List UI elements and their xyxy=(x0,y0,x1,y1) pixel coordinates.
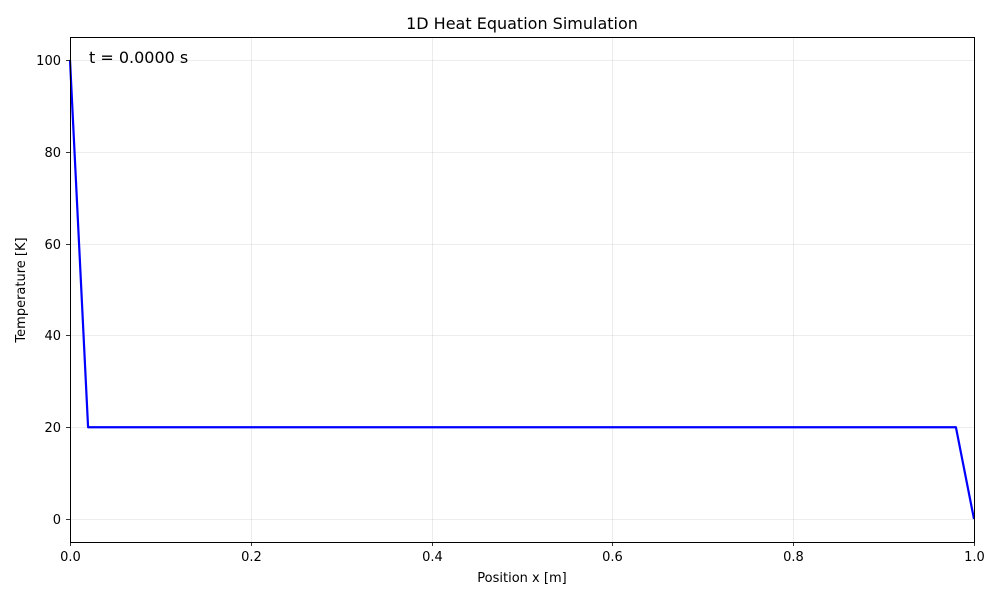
ticks: 0.0 0.2 0.4 0.6 0.8 1.0 0 20 40 60 80 100 xyxy=(36,54,985,565)
plot-frame xyxy=(70,37,975,543)
temperature-line xyxy=(68,59,976,520)
y-tick-label: 80 xyxy=(44,146,61,161)
x-tick-label: 0.0 xyxy=(60,550,81,565)
x-tick-label: 1.0 xyxy=(964,550,985,565)
time-annotation: t = 0.0000 s xyxy=(89,48,188,67)
x-tick-label: 0.8 xyxy=(783,550,804,565)
y-tick-label: 40 xyxy=(44,329,61,344)
y-tick-label: 20 xyxy=(44,421,61,436)
x-tick-label: 0.4 xyxy=(422,550,443,565)
x-tick-label: 0.6 xyxy=(602,550,623,565)
y-tick-label: 0 xyxy=(53,513,61,528)
x-axis-label: Position x [m] xyxy=(477,571,566,586)
chart-title: 1D Heat Equation Simulation xyxy=(406,14,638,33)
y-tick-label: 100 xyxy=(36,54,61,69)
series-layer xyxy=(68,59,976,520)
y-tick-label: 60 xyxy=(44,238,61,253)
y-axis-label: Temperature [K] xyxy=(14,237,29,343)
x-tick-label: 0.2 xyxy=(241,550,262,565)
